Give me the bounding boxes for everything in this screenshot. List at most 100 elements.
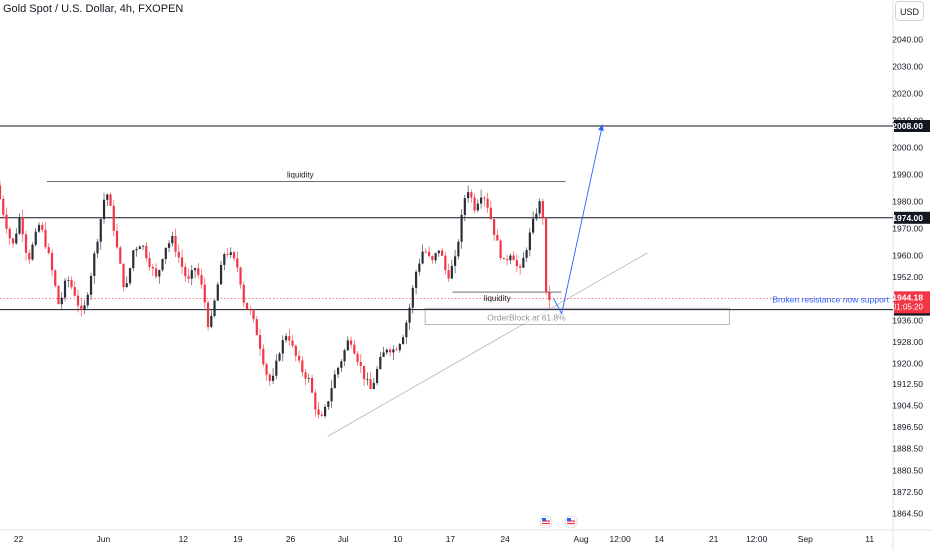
candle-body [362,365,366,380]
liquidity-top-label: liquidity [287,170,314,179]
candle-body [24,234,28,253]
candle-body [262,348,265,365]
candle-body [242,284,245,303]
level-price-label: 2008.00 [892,121,923,131]
candle-body [271,375,275,381]
candle-body [18,217,21,234]
candle-body [135,249,138,251]
candle-body [252,310,255,320]
x-tick-label: Sep [798,534,813,544]
candle-body [496,234,499,241]
candle-body [460,214,463,242]
candle-body [258,335,262,349]
candle-body [450,265,453,279]
candle-body [506,259,509,261]
candle-body [213,300,216,316]
candle-body [50,252,54,271]
candle-body [340,361,343,368]
projection-arrow [553,124,603,315]
orderblock-label: OrderBlock at 61.8% [487,312,566,322]
currency-button[interactable]: USD [895,1,924,21]
candle-body [31,244,34,260]
candle-body [15,233,18,244]
candle-body [57,285,60,305]
candle-body [232,252,236,259]
y-tick-label: 1888.50 [892,444,923,454]
candle-body [320,414,323,417]
candle-body [522,257,525,268]
last-price-label: 1944.18 [892,292,923,302]
candle-body [343,350,346,362]
candle-body [548,292,551,300]
candle-body [356,353,359,362]
chart-title: Gold Spot / U.S. Dollar, 4h, FXOPEN [3,3,184,15]
event-flag-icon [539,515,553,529]
candle-body [0,185,2,199]
candle-body [392,349,395,353]
candle-body [431,256,434,261]
candle-body [453,256,457,266]
candle-body [219,264,223,285]
candle-body [382,352,385,357]
candle-body [288,336,291,341]
candle-body [99,219,102,242]
candle-body [535,213,538,219]
candle-body [96,241,99,254]
candle-body [284,336,288,341]
candle-body [93,253,96,276]
candle-body [203,284,206,303]
candle-body [281,340,284,354]
candle-body [154,268,158,277]
y-tick-label: 2030.00 [892,62,923,72]
candle-body [323,406,327,417]
candle-body [408,307,411,323]
candle-body [193,268,197,271]
candle-body [515,260,518,267]
candle-body [86,294,89,306]
y-tick-label: 1936.00 [892,315,923,325]
candle-body [411,287,414,308]
candle-body [310,377,314,393]
candle-body [76,295,80,306]
x-tick-label: 19 [233,534,243,544]
candle-body [346,340,349,351]
candle-body [483,197,486,199]
candle-body [291,340,294,346]
x-tick-label: 10 [393,534,403,544]
candle-body [353,344,356,354]
candle-body [164,247,167,260]
x-tick-label: Jun [96,534,110,544]
candle-body [197,268,200,276]
x-tick-label: Jul [338,534,349,544]
candle-body [369,379,372,389]
y-tick-label: 1990.00 [892,170,923,180]
candle-body [210,315,213,327]
candle-body [177,251,180,258]
trendline [327,252,648,437]
candle-body [336,367,340,375]
y-tick-label: 1872.50 [892,487,923,497]
candle-body [21,217,24,235]
candle-body [249,309,252,311]
candle-body [405,322,408,338]
level-price-label: 1974.00 [892,213,923,223]
candle-body [89,275,93,295]
x-tick-label: 24 [500,534,510,544]
candle-body [112,205,115,231]
candle-body [171,235,174,244]
candle-body [307,377,310,379]
candle-body [132,250,135,269]
candle-body [414,271,418,288]
event-flag-icon-2 [564,515,578,529]
candle-body [200,275,203,285]
candle-body [41,224,44,230]
candle-body [245,302,249,310]
y-tick-label: 2000.00 [892,143,923,153]
candle-body [255,319,258,336]
candle-body [330,388,333,402]
event-flag-icon-canton [542,518,546,521]
candle-body [37,224,41,232]
candle-body [2,198,5,215]
